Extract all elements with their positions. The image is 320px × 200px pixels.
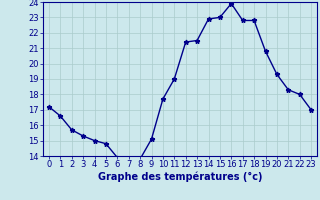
X-axis label: Graphe des températures (°c): Graphe des températures (°c) (98, 172, 262, 182)
